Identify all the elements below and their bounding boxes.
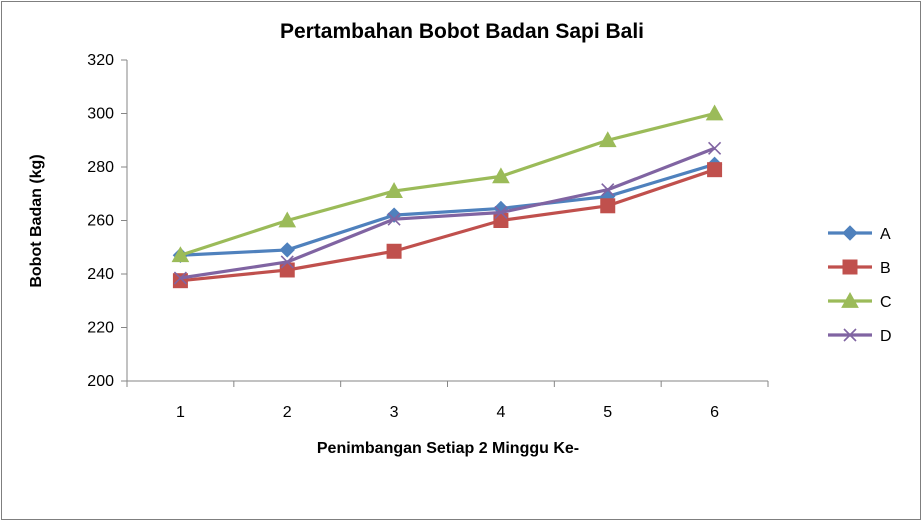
x-tick-label: 5 [603,404,612,421]
legend-item-a: A [828,225,891,243]
chart-title: Pertambahan Bobot Badan Sapi Bali [280,20,644,43]
x-tick-label: 3 [390,404,399,421]
data-point [386,243,402,259]
legend-marker [841,291,859,308]
y-tick-label: 240 [87,266,114,283]
series-layer [171,104,724,289]
y-axis-title: Bobot Badan (kg) [28,154,45,287]
legend-label: A [880,226,891,243]
data-point [492,167,510,184]
data-point [279,242,295,258]
y-tick-label: 220 [87,320,114,337]
data-point [385,182,403,198]
y-tick-label: 280 [87,159,114,176]
data-point [707,162,723,178]
series-line [179,111,715,257]
legend-label: B [880,260,891,277]
data-point [705,104,724,121]
data-point [598,131,617,148]
x-tick-label: 6 [710,404,719,421]
legend-marker [843,328,857,342]
data-point [171,246,190,263]
series-c [171,104,724,263]
y-tick-label: 200 [87,373,114,390]
legend-item-d: D [828,328,892,345]
legend-label: D [880,328,892,345]
y-tick-label: 300 [87,106,114,123]
y-tick-label: 260 [87,213,114,230]
data-point [708,141,722,155]
data-point [493,213,509,228]
data-point [279,262,295,278]
legend-item-b: B [828,259,891,277]
data-point [173,271,187,285]
x-tick-label: 1 [176,404,185,421]
data-point [278,211,297,228]
legend-label: C [880,294,892,311]
series-d [173,141,722,285]
series-line [180,162,716,257]
data-point [387,212,401,226]
x-tick-label: 4 [496,404,505,421]
y-tick-label: 320 [87,52,114,69]
x-axis-title: Penimbangan Setiap 2 Minggu Ke- [317,440,579,457]
series-b [172,162,723,289]
series-a [172,156,723,263]
legend-marker [842,225,858,241]
data-point [601,183,615,197]
series-line [180,168,716,283]
series-line [180,146,716,280]
x-tick-label: 2 [283,404,292,421]
data-point [280,255,294,269]
data-point [600,198,616,214]
axes: 200 220 240 260 280 300 320 1 2 3 4 5 6 [87,52,769,421]
legend-item-c: C [828,291,892,311]
data-point [494,205,508,220]
legend-marker [842,259,858,275]
